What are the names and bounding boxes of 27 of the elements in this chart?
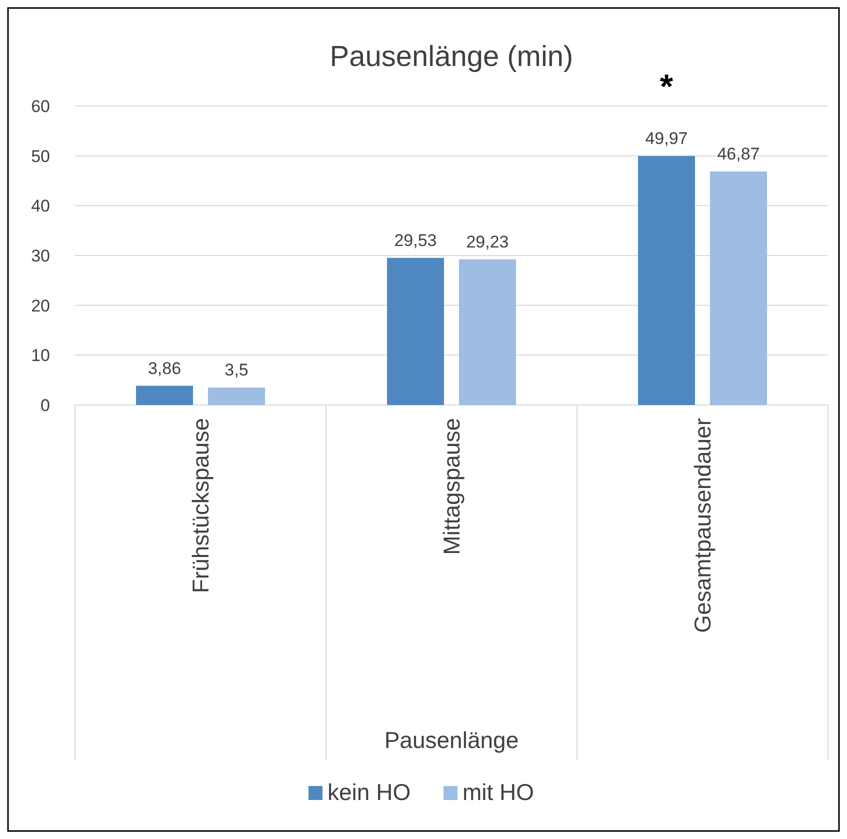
bar (459, 259, 516, 405)
chart-title: Pausenlänge (min) (330, 41, 574, 73)
y-tick-label: 30 (31, 246, 50, 266)
legend-label: mit HO (462, 779, 534, 805)
data-label: 49,97 (645, 128, 688, 148)
bar (638, 156, 695, 405)
data-label: 29,53 (394, 230, 437, 250)
y-tick-label: 10 (31, 346, 50, 366)
bar (136, 386, 193, 405)
y-tick-label: 40 (31, 196, 50, 216)
x-tick-label: Frühstückspause (188, 418, 214, 594)
x-axis-title: Pausenlänge (384, 727, 519, 753)
y-tick-label: 20 (31, 296, 50, 316)
x-tick-label: Gesamtpausendauer (690, 418, 716, 633)
bar (710, 171, 767, 405)
y-tick-label: 60 (31, 97, 50, 116)
x-tick-label: Mittagspause (438, 418, 464, 555)
y-tick-label: 0 (40, 396, 50, 415)
text: * (660, 68, 674, 106)
y-tick-label: 50 (31, 146, 50, 166)
bar (208, 388, 265, 405)
data-label: 3,5 (224, 360, 248, 380)
bar (387, 258, 444, 405)
legend-label: kein HO (328, 779, 411, 805)
data-label: 46,87 (717, 144, 760, 164)
data-label: 29,23 (466, 232, 509, 252)
data-label: 3,86 (148, 358, 182, 378)
